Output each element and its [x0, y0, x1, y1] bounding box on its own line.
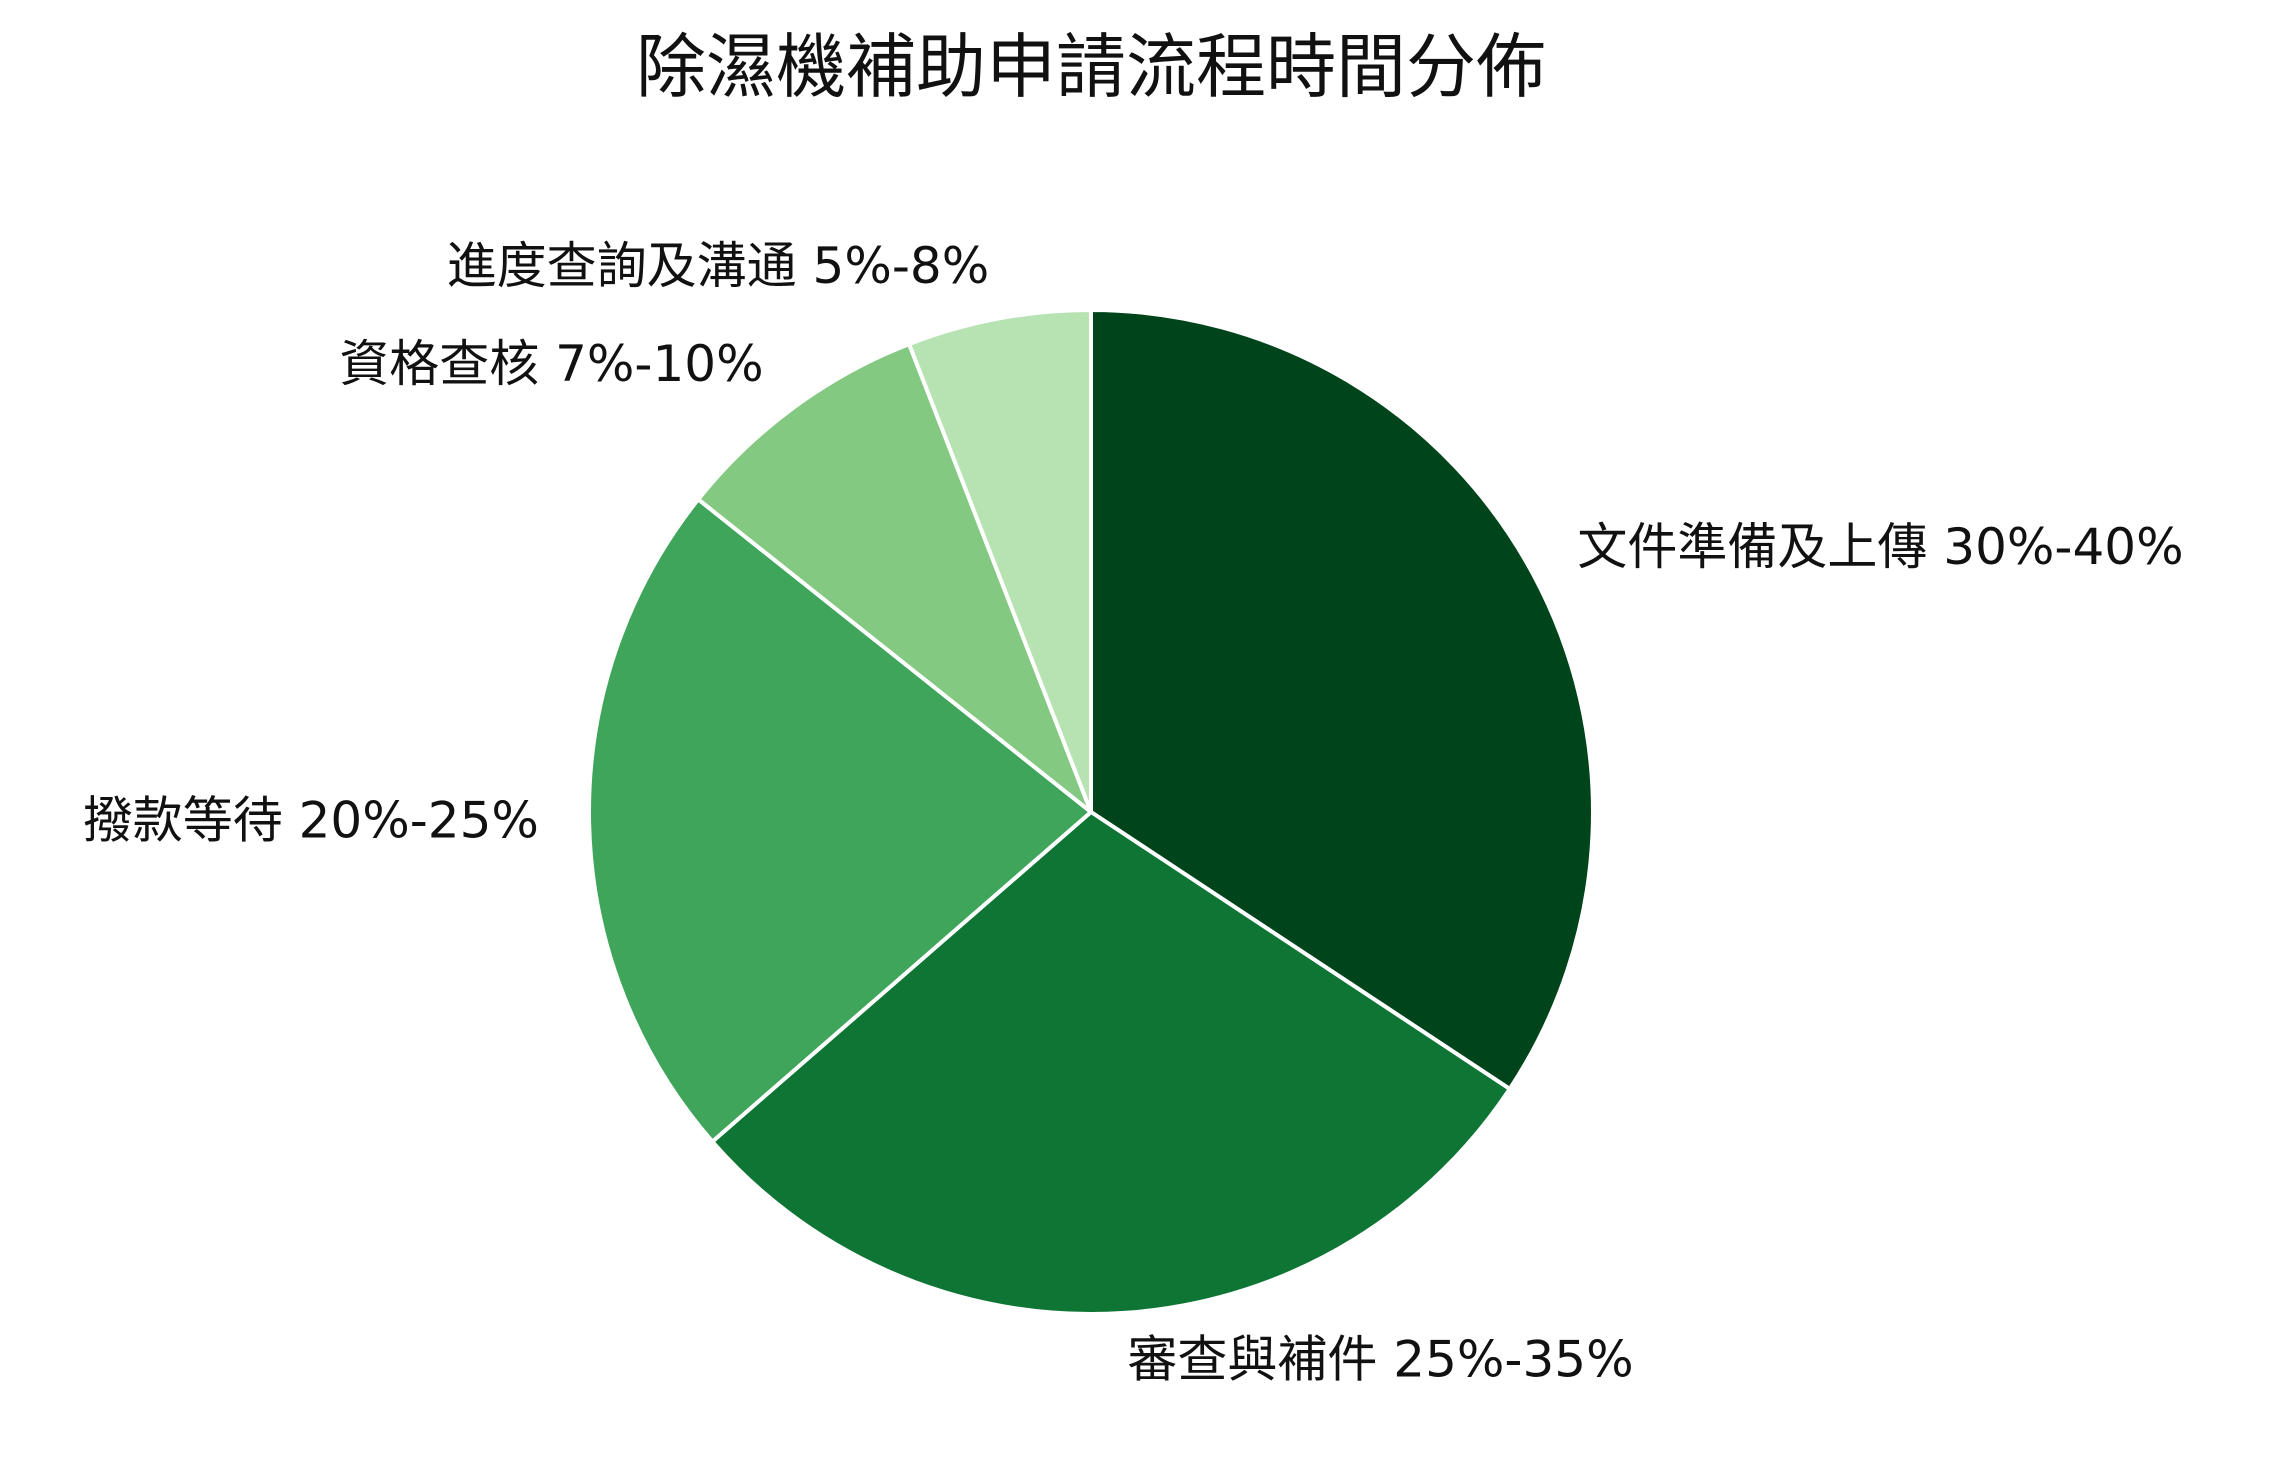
chart-title: 除濕機補助申請流程時間分佈: [636, 26, 1546, 108]
pie-slice: [696, 342, 1093, 814]
pie-slice: [907, 308, 1093, 814]
slice-label: 進度查詢及溝通 5%-8%: [447, 237, 990, 295]
slice-label: 資格查核 7%-10%: [339, 335, 763, 393]
pie-slice: [587, 497, 1093, 1144]
pie-slice: [710, 810, 1512, 1316]
slice-label: 審查與補件 25%-35%: [1127, 1330, 1633, 1388]
slice-label: 撥款等待 20%-25%: [83, 792, 539, 850]
slice-label: 文件準備及上傳 30%-40%: [1577, 518, 2183, 576]
